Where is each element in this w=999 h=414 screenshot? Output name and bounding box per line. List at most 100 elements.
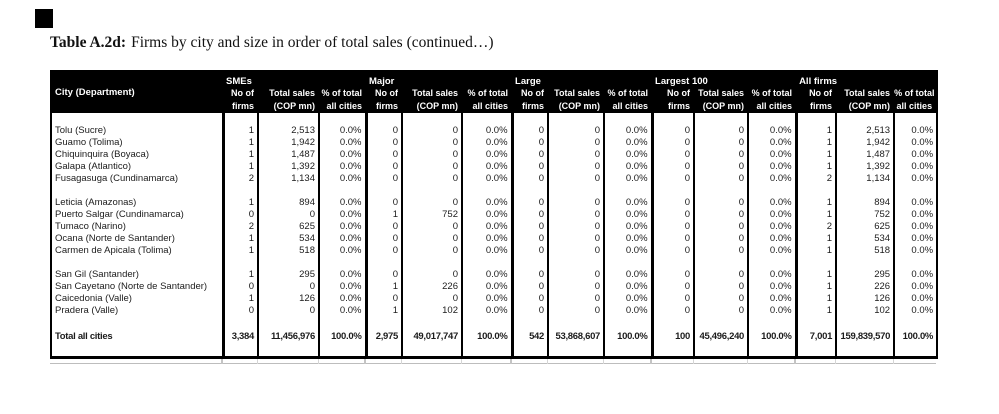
cell-major-pct: 100.0% (460, 329, 513, 344)
cell-city: Guamo (Tolima) (55, 137, 123, 148)
cell-allfirms-firms: 1 (794, 293, 837, 305)
cell-smes-sales: 625 (257, 221, 319, 233)
group-header-major: Major (366, 71, 513, 87)
cell-allfirms-sales: 102 (835, 305, 895, 317)
cell-major-firms (364, 185, 402, 197)
cell-allfirms-pct (893, 344, 938, 358)
cell-largest100-firms (650, 185, 695, 197)
cell-largest100-firms: 0 (650, 233, 695, 245)
cell-large-pct: 0.0% (603, 149, 653, 161)
cell-smes-firms: 1 (221, 269, 258, 281)
cell-large-firms: 0 (510, 209, 549, 221)
cell-major-pct: 0.0% (460, 305, 513, 317)
cell-large-pct (603, 185, 653, 197)
cell-largest100-firms: 0 (650, 221, 695, 233)
column-subheader: all cities (604, 100, 653, 113)
column-header-city: City (Department) (51, 71, 223, 113)
cell-allfirms-pct: 0.0% (893, 125, 938, 137)
cell-large-firms: 0 (510, 221, 549, 233)
cell-largest100-sales: 0 (693, 197, 749, 209)
cell-large-sales: 0 (547, 137, 605, 149)
cell-city: Leticia (Amazonas) (55, 197, 137, 208)
cell-largest100-firms: 0 (650, 281, 695, 293)
firms-table: City (Department) SMEs Major Large Large… (50, 70, 939, 359)
cell-large-sales: 0 (547, 281, 605, 293)
cell-city: Tolu (Sucre) (55, 125, 107, 136)
cell-largest100-sales (693, 185, 749, 197)
scan-artifact-cell (834, 359, 893, 364)
cell-largest100-sales: 0 (693, 161, 749, 173)
cell-allfirms-firms: 1 (794, 281, 837, 293)
cell-city: Puerto Salgar (Cundinamarca) (55, 209, 184, 220)
cell-largest100-sales: 0 (693, 149, 749, 161)
cell-largest100-firms: 0 (650, 305, 695, 317)
cell-major-sales: 49,017,747 (401, 329, 462, 344)
cell-major-pct: 0.0% (460, 137, 513, 149)
cell-large-firms: 0 (510, 269, 549, 281)
cell-large-pct: 0.0% (603, 281, 653, 293)
cell-large-firms: 0 (510, 233, 549, 245)
cell-allfirms-sales: 1,134 (835, 173, 895, 185)
cell-major-firms: 1 (364, 281, 402, 293)
cell-largest100-firms: 0 (650, 161, 695, 173)
cell-large-firms: 0 (510, 197, 549, 209)
cell-allfirms-firms: 1 (794, 137, 837, 149)
cell-smes-sales: 295 (257, 269, 319, 281)
cell-largest100-sales: 0 (693, 245, 749, 257)
cell-smes-sales: 2,513 (257, 125, 319, 137)
cell-smes-firms: 0 (221, 209, 258, 221)
cell-smes-sales: 0 (257, 281, 319, 293)
cell-allfirms-sales: 534 (835, 233, 895, 245)
table-row: Tumaco (Narino) 2 625 0.0% 0 0 0.0% 0 0 … (51, 221, 938, 233)
cell-allfirms-firms (794, 344, 837, 358)
scan-artifact-cell (602, 359, 651, 364)
cell-smes-sales: 518 (257, 245, 319, 257)
column-subheader: Total sales (548, 87, 605, 100)
cell-major-sales: 0 (401, 221, 462, 233)
cell-allfirms-pct: 0.0% (893, 209, 938, 221)
cell-large-sales: 0 (547, 245, 605, 257)
cell-smes-pct (318, 257, 366, 269)
cell-large-sales: 0 (547, 233, 605, 245)
cell-smes-sales: 11,456,976 (257, 329, 319, 344)
cell-major-firms: 2,975 (364, 329, 402, 344)
cell-smes-pct: 0.0% (318, 281, 366, 293)
cell-major-pct (460, 317, 513, 329)
cell-large-sales: 0 (547, 173, 605, 185)
cell-smes-pct: 0.0% (318, 233, 366, 245)
cell-large-sales (547, 317, 605, 329)
column-subheader: firms (223, 100, 258, 113)
cell-largest100-pct: 0.0% (747, 149, 797, 161)
cell-allfirms-pct: 0.0% (893, 269, 938, 281)
cell-large-sales: 0 (547, 221, 605, 233)
cell-smes-pct: 0.0% (318, 245, 366, 257)
cell-allfirms-firms: 1 (794, 209, 837, 221)
cell-major-firms: 0 (364, 269, 402, 281)
cell-smes-sales (257, 185, 319, 197)
table-body: Tolu (Sucre) 1 2,513 0.0% 0 0 0.0% 0 0 0… (51, 113, 938, 358)
cell-largest100-pct: 0.0% (747, 305, 797, 317)
scan-artifact-cell (892, 359, 936, 364)
scan-artifact-cell (221, 359, 257, 364)
spacer-row (51, 317, 938, 329)
column-subheader: firms (512, 100, 549, 113)
scan-artifact-cell (317, 359, 365, 364)
cell-large-firms: 0 (510, 161, 549, 173)
cell-largest100-pct (747, 113, 797, 125)
cell-largest100-pct: 0.0% (747, 293, 797, 305)
cell-large-pct: 0.0% (603, 197, 653, 209)
cell-smes-sales: 1,942 (257, 137, 319, 149)
cell-largest100-firms: 0 (650, 269, 695, 281)
column-subheader: (COP mn) (548, 100, 605, 113)
scan-artifact-cell (692, 359, 747, 364)
cell-major-firms (364, 317, 402, 329)
scan-mark (35, 9, 53, 28)
cell-allfirms-pct: 0.0% (893, 197, 938, 209)
cell-major-firms: 0 (364, 125, 402, 137)
cell-large-firms (510, 185, 549, 197)
cell-largest100-firms: 100 (650, 329, 695, 344)
cell-largest100-pct (747, 317, 797, 329)
spacer-row (51, 344, 938, 358)
cell-large-sales (547, 185, 605, 197)
cell-smes-sales: 1,134 (257, 173, 319, 185)
